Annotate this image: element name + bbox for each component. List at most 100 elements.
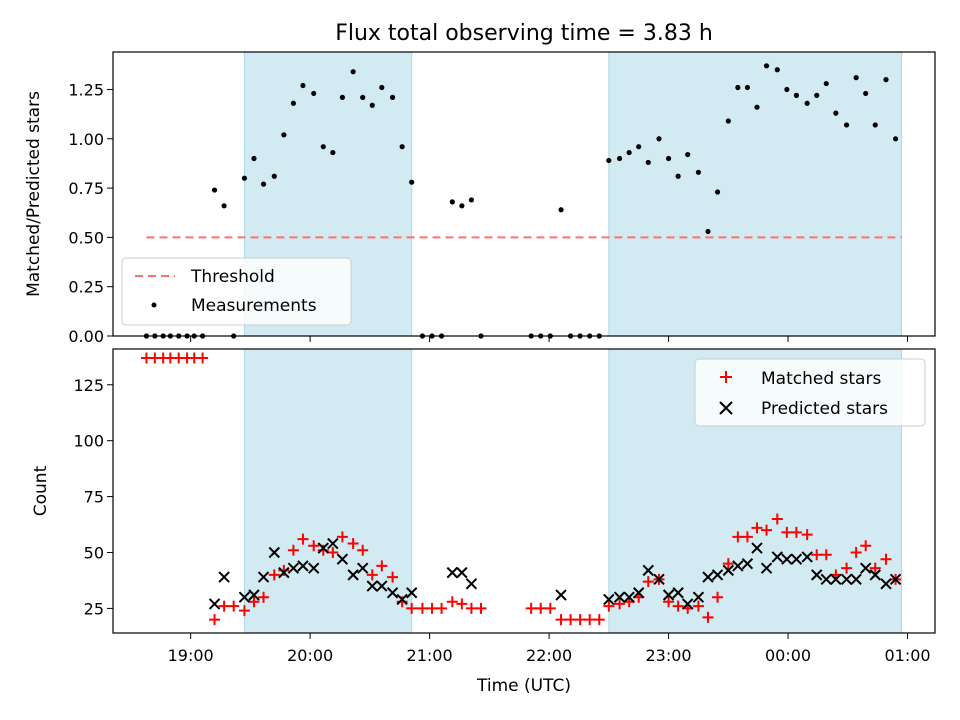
predicted-star-marker — [248, 589, 260, 601]
predicted-star-marker — [555, 589, 567, 601]
measurement-point — [814, 92, 820, 98]
predicted-star-marker — [681, 598, 694, 610]
predicted-star-marker — [711, 569, 724, 581]
y-tick-label: 0.50 — [68, 228, 104, 247]
bottom-panel: 25 50 75 100 125 19:00 20:00 21:00 22:00 23:00 00… — [31, 348, 936, 696]
predicted-star-marker — [869, 569, 881, 581]
predicted-star-marker — [456, 566, 468, 579]
matched-star-marker — [869, 562, 881, 574]
matched-star-marker — [209, 614, 221, 626]
measurement-point — [300, 82, 306, 89]
measurement-point — [705, 228, 711, 235]
measurement-point — [685, 151, 691, 158]
measurement-point — [872, 122, 878, 128]
matched-star-marker — [790, 526, 802, 538]
y-tick-label: 125 — [73, 376, 104, 395]
measurement-point — [468, 197, 475, 203]
matched-star-marker — [741, 531, 753, 543]
x-tick-label: 19:00 — [168, 646, 214, 665]
predicted-star-marker — [347, 569, 359, 581]
matched-star-marker — [387, 571, 399, 583]
shaded-region — [243, 348, 413, 634]
matched-star-marker — [317, 544, 329, 556]
measurement-point — [221, 203, 227, 209]
predicted-star-marker — [790, 553, 803, 565]
bottom-x-ticks: 19:00 20:00 21:00 22:00 23:00 00:00 01:00 — [168, 633, 931, 665]
matched-star-marker — [456, 598, 468, 610]
matched-star-marker — [584, 614, 596, 626]
matched-star-marker — [278, 564, 290, 576]
matched-star-marker — [663, 596, 675, 608]
measurement-point — [774, 67, 780, 73]
measurement-point — [863, 90, 869, 97]
matched-legend-swatch — [720, 371, 732, 383]
measurement-point — [735, 84, 741, 91]
predicted-star-marker — [741, 557, 754, 570]
predicted-star-marker — [405, 587, 418, 599]
y-tick-label: 1.25 — [68, 80, 104, 99]
matched-star-marker — [850, 546, 862, 558]
predicted-legend-label: Predicted stars — [761, 399, 888, 419]
matched-star-marker — [525, 602, 537, 614]
measurement-point — [763, 63, 770, 69]
predicted-star-marker — [702, 571, 714, 583]
measurement-point — [606, 157, 612, 164]
predicted-star-marker — [751, 542, 763, 554]
measurement-point — [369, 102, 375, 108]
matched-star-marker — [197, 352, 209, 364]
predicted-star-marker — [722, 564, 735, 577]
matched-star-marker — [357, 544, 369, 556]
matched-star-marker — [376, 560, 388, 572]
measurement-point — [311, 90, 317, 97]
measurement-point — [804, 100, 810, 106]
matched-star-marker — [327, 546, 339, 558]
bottom-y-axis-label: Count — [31, 465, 51, 516]
measurement-point — [449, 199, 455, 205]
matched-star-marker — [396, 596, 408, 608]
matched-star-marker — [297, 533, 309, 545]
predicted-star-marker — [278, 566, 290, 579]
matched-star-marker — [574, 614, 586, 626]
matched-star-marker — [672, 600, 684, 612]
predicted-star-marker — [386, 587, 399, 599]
measurement-point — [330, 149, 336, 156]
predicted-star-marker — [308, 562, 320, 574]
predicted-star-marker — [830, 573, 842, 586]
predicted-star-marker — [632, 587, 645, 599]
measurement-point — [320, 144, 326, 150]
measurement-point — [754, 104, 760, 110]
matched-star-marker — [820, 549, 832, 561]
y-tick-label: 100 — [73, 432, 104, 451]
predicted-star-marker — [268, 546, 281, 559]
predicted-star-marker — [653, 573, 665, 586]
x-tick-label: 22:00 — [526, 646, 572, 665]
measurements-legend-label: Measurements — [191, 296, 317, 316]
matched-star-marker — [712, 591, 724, 603]
measurement-point — [665, 155, 672, 162]
predicted-star-marker — [642, 564, 654, 577]
predicted-star-marker — [820, 573, 832, 586]
measurement-points — [143, 63, 899, 339]
shaded-region — [608, 51, 903, 337]
y-tick-label: 1.00 — [68, 130, 104, 149]
predicted-legend-swatch — [719, 401, 733, 415]
y-tick-label: 0.75 — [68, 179, 104, 198]
top-shaded-regions — [243, 51, 903, 337]
measurement-point — [675, 173, 681, 179]
y-tick-label: 0.00 — [68, 327, 104, 346]
predicted-star-marker — [880, 578, 892, 590]
measurement-point — [833, 110, 839, 116]
predicted-star-marker — [238, 591, 251, 603]
measurement-point — [656, 136, 662, 142]
matched-star-marker — [781, 526, 793, 538]
measurement-point — [853, 75, 859, 81]
top-x-ticks — [190, 336, 909, 342]
matched-star-marker — [860, 540, 872, 552]
measurement-point — [892, 136, 899, 142]
matched-star-marker — [642, 576, 654, 588]
predicted-star-marker — [446, 566, 459, 579]
matched-star-marker — [614, 598, 626, 610]
predicted-star-marker — [287, 562, 300, 574]
measurement-point — [389, 94, 396, 100]
measurement-point — [339, 94, 345, 100]
